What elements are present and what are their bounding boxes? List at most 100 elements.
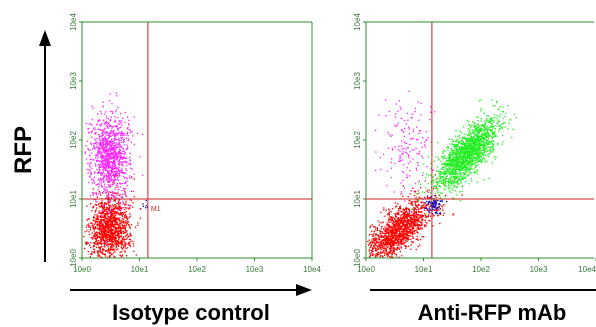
data-point <box>440 180 442 183</box>
data-point <box>456 182 458 184</box>
data-point <box>481 134 483 136</box>
data-point <box>398 218 400 221</box>
data-point <box>407 239 409 241</box>
data-point <box>415 198 418 201</box>
data-point <box>106 131 109 133</box>
data-point <box>454 164 456 166</box>
data-point <box>110 174 112 176</box>
data-point <box>113 134 115 136</box>
data-point <box>114 221 117 223</box>
data-point <box>416 200 418 202</box>
data-point <box>129 157 131 159</box>
data-point <box>395 206 397 208</box>
data-point <box>458 146 460 148</box>
data-point <box>102 128 104 131</box>
data-point <box>113 255 115 257</box>
data-point <box>98 184 100 186</box>
data-point <box>88 169 90 171</box>
data-point <box>443 158 445 160</box>
data-point <box>379 255 382 257</box>
data-point <box>379 232 381 234</box>
data-point <box>380 240 382 243</box>
data-point <box>413 227 415 229</box>
data-point <box>437 170 440 172</box>
data-point <box>375 244 377 246</box>
data-point <box>87 162 89 165</box>
data-point <box>121 190 123 192</box>
data-point <box>426 173 428 175</box>
data-point <box>93 217 95 219</box>
data-point <box>444 171 446 173</box>
data-point <box>110 179 112 182</box>
data-point <box>117 168 119 170</box>
data-point <box>90 253 92 255</box>
data-point <box>474 133 476 135</box>
data-point <box>105 240 107 242</box>
data-point <box>489 146 491 148</box>
data-point <box>467 135 469 137</box>
data-point <box>103 216 105 219</box>
data-point <box>452 165 454 167</box>
data-point <box>94 148 96 150</box>
data-point <box>424 219 426 222</box>
data-point <box>459 178 461 180</box>
data-point <box>120 171 123 174</box>
data-point <box>400 228 402 230</box>
data-point <box>112 148 114 150</box>
data-point <box>87 148 89 150</box>
data-point <box>396 249 398 251</box>
data-point <box>108 225 110 227</box>
data-point <box>448 178 450 180</box>
data-point <box>483 148 485 150</box>
data-point <box>383 251 385 253</box>
data-point <box>103 225 105 227</box>
data-point <box>95 239 97 241</box>
data-point <box>420 206 423 208</box>
data-point <box>452 163 454 165</box>
data-point <box>113 161 115 163</box>
data-point <box>390 226 392 229</box>
data-point <box>111 233 114 235</box>
data-point <box>478 144 481 146</box>
data-point <box>421 201 423 203</box>
data-point <box>113 142 116 144</box>
data-point <box>119 209 121 211</box>
data-point <box>480 129 482 132</box>
data-point <box>108 200 110 202</box>
data-point <box>110 220 113 222</box>
data-point <box>463 164 465 166</box>
data-point <box>110 199 112 201</box>
data-point <box>108 180 110 182</box>
data-point <box>469 132 472 134</box>
data-point <box>399 225 401 228</box>
data-point <box>415 201 417 203</box>
data-point <box>413 208 415 210</box>
data-point <box>100 206 102 208</box>
data-point <box>108 163 110 165</box>
data-point <box>91 130 93 132</box>
data-point <box>96 207 98 209</box>
data-point <box>108 125 110 128</box>
data-point <box>100 178 102 180</box>
data-point <box>95 192 97 194</box>
data-point <box>116 156 118 158</box>
data-point <box>415 238 417 240</box>
data-point <box>114 135 116 137</box>
data-point <box>117 232 119 235</box>
data-point <box>125 214 127 216</box>
data-point <box>385 250 387 253</box>
data-point <box>115 197 117 199</box>
data-point <box>118 230 120 232</box>
data-point <box>424 214 427 216</box>
data-point <box>386 252 388 254</box>
data-point <box>421 204 423 207</box>
data-point <box>110 223 112 225</box>
data-point <box>460 150 462 152</box>
data-point <box>106 123 109 125</box>
data-point <box>403 215 405 217</box>
data-point <box>85 122 88 125</box>
data-point <box>90 131 93 133</box>
data-point <box>115 147 117 150</box>
data-point <box>371 230 373 232</box>
data-point <box>406 227 408 229</box>
